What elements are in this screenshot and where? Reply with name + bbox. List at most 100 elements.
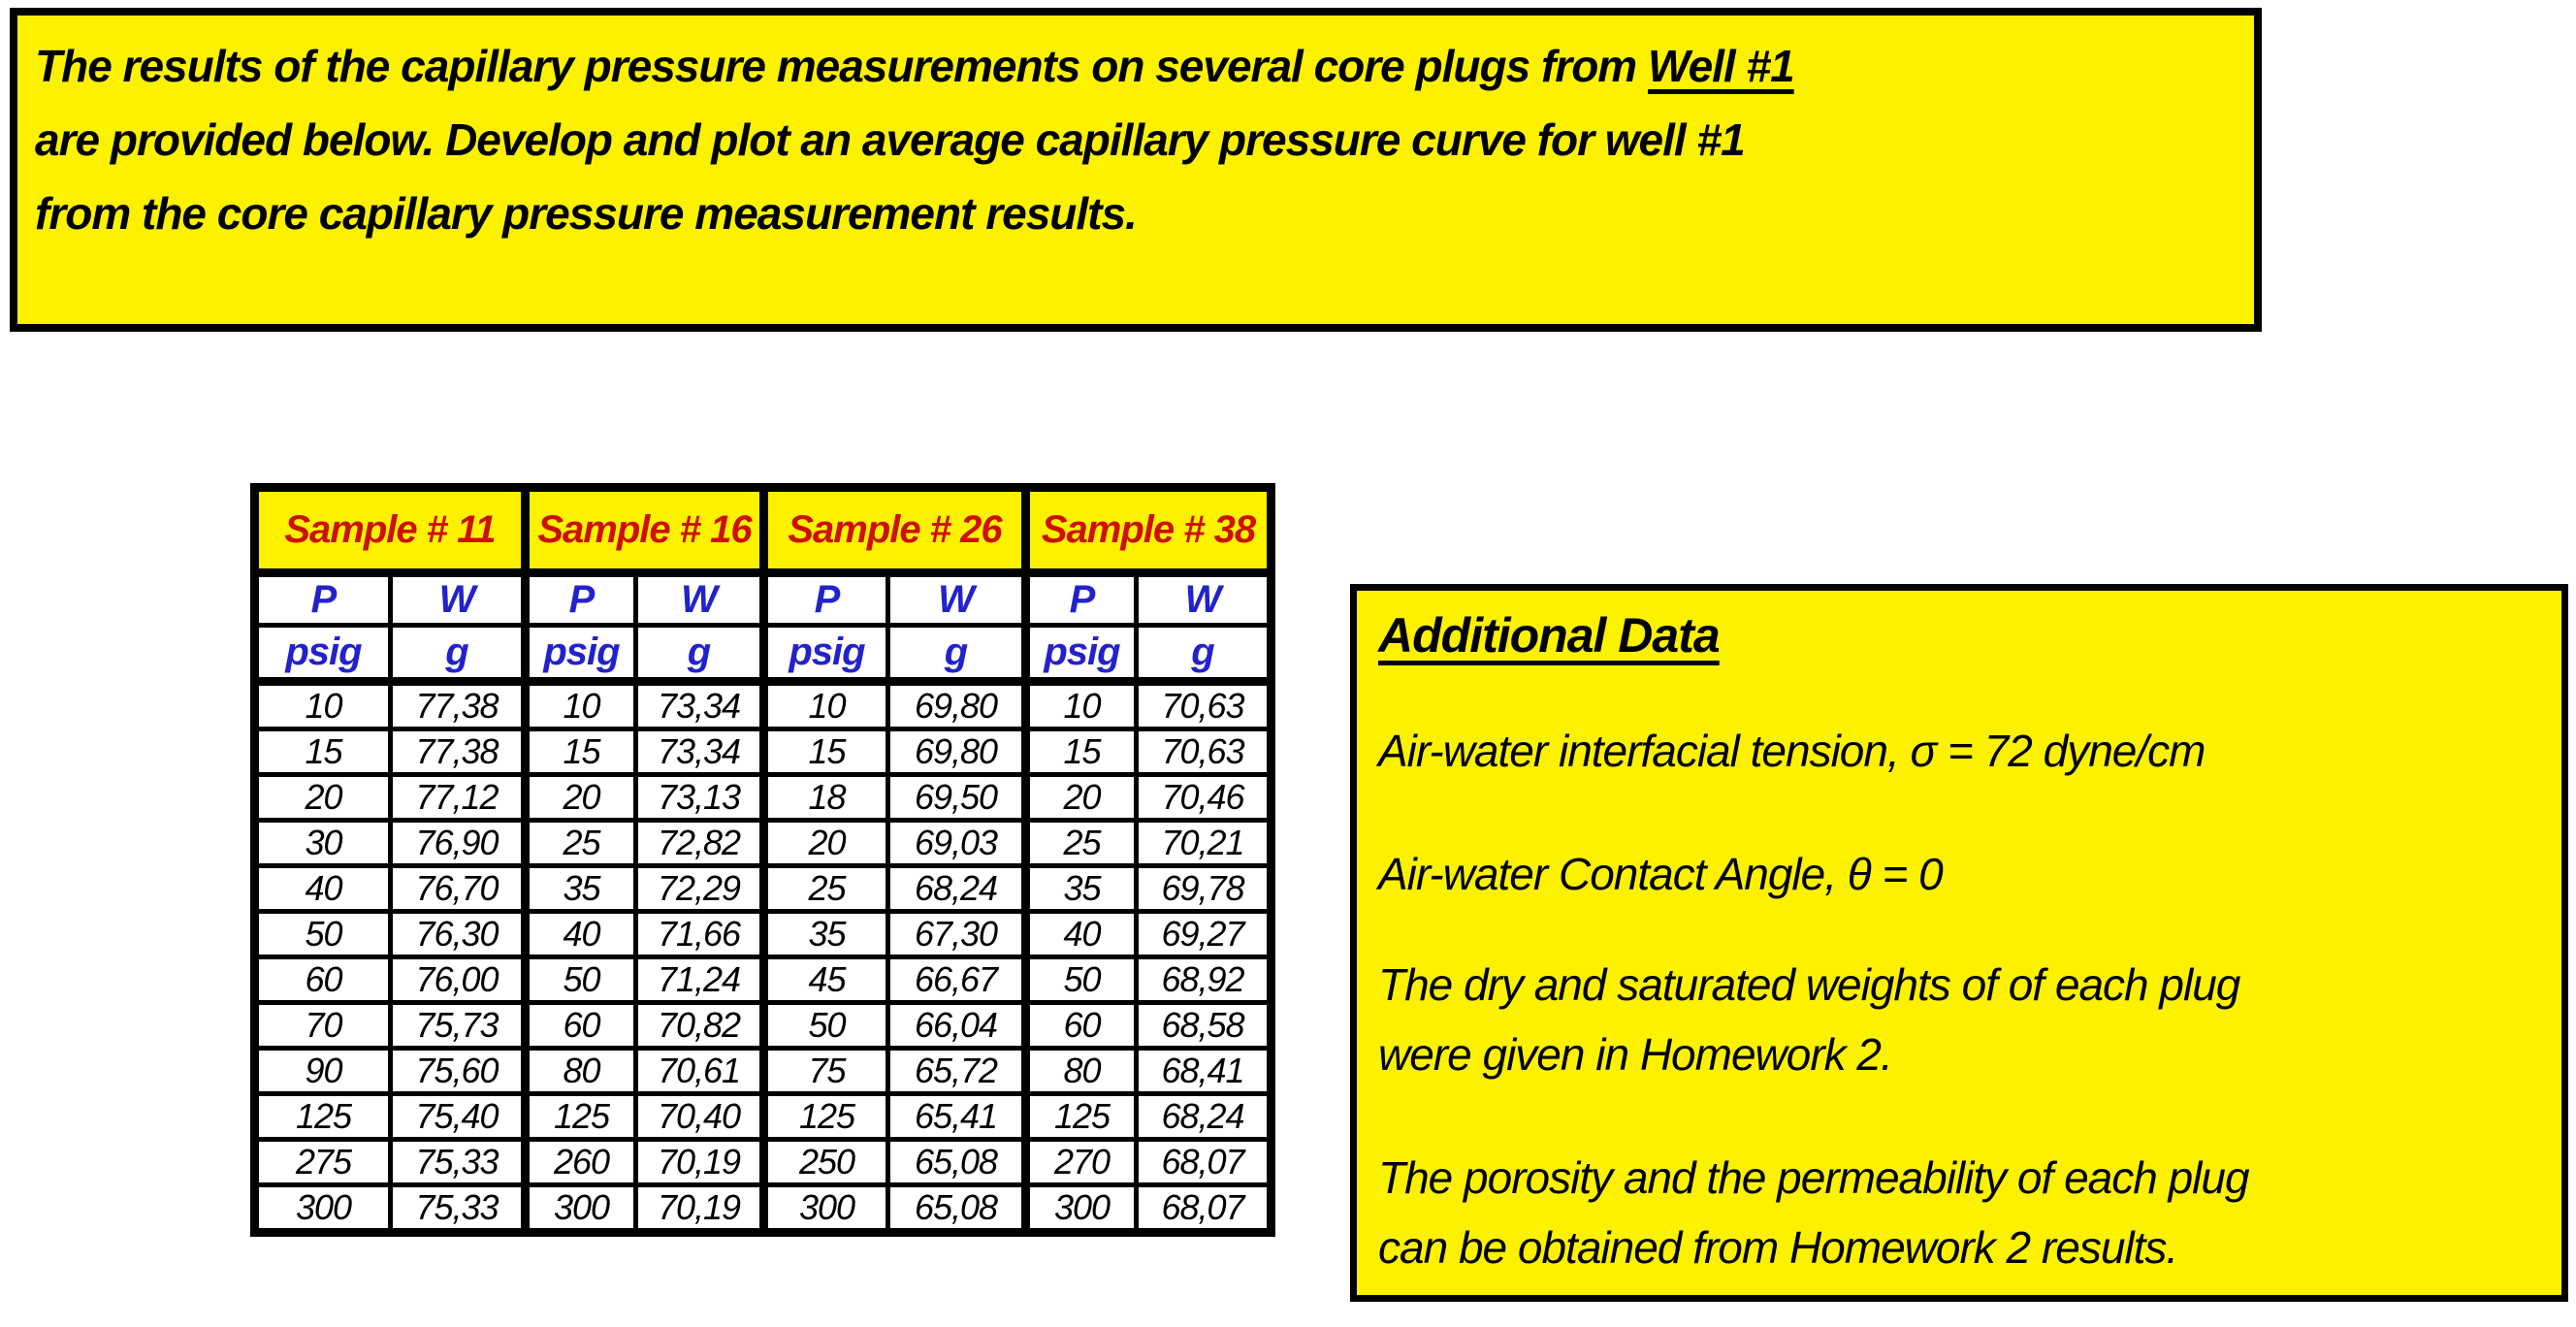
weight-cell: 66,04 xyxy=(886,1000,1028,1051)
weight-cell: 68,07 xyxy=(1134,1137,1273,1187)
weight-cell: 71,66 xyxy=(633,909,766,959)
weight-cell: 76,70 xyxy=(388,863,528,914)
weight-cell: 75,33 xyxy=(388,1182,528,1235)
table-body: 10 77,38 10 73,34 10 69,80 10 70,63 15 77,38 15 73,… xyxy=(252,679,1273,1235)
pressure-cell: 60 xyxy=(252,955,393,1005)
sample-38-header: Sample # 38 xyxy=(1021,485,1273,577)
additional-data-box: Additional Data Air-water interfacial te… xyxy=(1350,584,2568,1302)
weight-cell: 67,30 xyxy=(886,909,1028,959)
problem-statement-line-3: from the core capillary pressure measure… xyxy=(35,188,1138,239)
pressure-cell: 15 xyxy=(759,727,890,777)
table-row: 125 75,40 125 70,40 125 65,41 125 68,24 xyxy=(252,1091,1273,1142)
pressure-cell: 70 xyxy=(252,1000,393,1051)
unit-header-row: psig g psig g psig g psig g xyxy=(252,623,1273,686)
pw-header-row: P W P W P W P W xyxy=(252,570,1273,628)
weight-cell: 68,58 xyxy=(1134,1000,1273,1051)
pressure-cell: 20 xyxy=(521,772,638,823)
pressure-cell: 80 xyxy=(1021,1046,1139,1096)
sample-16-header: Sample # 16 xyxy=(521,485,766,577)
table-row: 50 76,30 40 71,66 35 67,30 40 69,27 xyxy=(252,909,1273,959)
pressure-cell: 35 xyxy=(1021,863,1139,914)
pressure-cell: 125 xyxy=(759,1091,890,1142)
pressure-cell: 300 xyxy=(759,1182,890,1235)
table-row: 300 75,33 300 70,19 300 65,08 300 68,07 xyxy=(252,1182,1273,1235)
weight-cell: 72,29 xyxy=(633,863,766,914)
pressure-cell: 30 xyxy=(252,818,393,868)
pressure-cell: 90 xyxy=(252,1046,393,1096)
pressure-cell: 300 xyxy=(252,1182,393,1235)
weight-cell: 70,40 xyxy=(633,1091,766,1142)
table-row: 60 76,00 50 71,24 45 66,67 50 68,92 xyxy=(252,955,1273,1005)
weight-cell: 65,08 xyxy=(886,1137,1028,1187)
table-row: 10 77,38 10 73,34 10 69,80 10 70,63 xyxy=(252,679,1273,731)
weights-note-line-2: were given in Homework 2. xyxy=(1378,1029,1893,1080)
pressure-cell: 35 xyxy=(759,909,890,959)
unit-header-psig: psig xyxy=(759,623,890,686)
weight-cell: 73,34 xyxy=(633,679,766,731)
table-row: 40 76,70 35 72,29 25 68,24 35 69,78 xyxy=(252,863,1273,914)
pressure-cell: 18 xyxy=(759,772,890,823)
pressure-cell: 40 xyxy=(521,909,638,959)
weight-cell: 70,46 xyxy=(1134,772,1273,823)
unit-header-psig: psig xyxy=(252,623,393,686)
pressure-cell: 40 xyxy=(1021,909,1139,959)
pressure-cell: 25 xyxy=(521,818,638,868)
capillary-pressure-table: Sample # 11 Sample # 16 Sample # 26 Samp… xyxy=(250,483,1275,1237)
weight-cell: 72,82 xyxy=(633,818,766,868)
weight-cell: 70,21 xyxy=(1134,818,1273,868)
weight-cell: 69,78 xyxy=(1134,863,1273,914)
pressure-cell: 50 xyxy=(759,1000,890,1051)
weight-cell: 73,13 xyxy=(633,772,766,823)
contact-angle-text: Air-water Contact Angle, θ = 0 xyxy=(1378,849,1944,899)
pressure-cell: 125 xyxy=(252,1091,393,1142)
pressure-cell: 300 xyxy=(521,1182,638,1235)
pressure-cell: 260 xyxy=(521,1137,638,1187)
unit-header-psig: psig xyxy=(1021,623,1139,686)
col-header-w: W xyxy=(388,570,528,628)
unit-header-psig: psig xyxy=(521,623,638,686)
weight-cell: 68,92 xyxy=(1134,955,1273,1005)
weight-cell: 70,61 xyxy=(633,1046,766,1096)
problem-statement-box: The results of the capillary pressure me… xyxy=(10,8,2262,332)
weight-cell: 76,30 xyxy=(388,909,528,959)
pressure-cell: 125 xyxy=(521,1091,638,1142)
sample-26-header: Sample # 26 xyxy=(759,485,1028,577)
col-header-p: P xyxy=(759,570,890,628)
pressure-cell: 25 xyxy=(1021,818,1139,868)
weight-cell: 73,34 xyxy=(633,727,766,777)
additional-data-title: Additional Data xyxy=(1378,608,1721,663)
pressure-cell: 40 xyxy=(252,863,393,914)
weight-cell: 69,27 xyxy=(1134,909,1273,959)
porosity-note-line-1: The porosity and the permeability of eac… xyxy=(1378,1152,2250,1203)
col-header-w: W xyxy=(886,570,1028,628)
pressure-cell: 20 xyxy=(759,818,890,868)
table-row: 275 75,33 260 70,19 250 65,08 270 68,07 xyxy=(252,1137,1273,1187)
problem-statement-line-2: are provided below. Develop and plot an … xyxy=(35,114,1746,165)
weight-cell: 76,90 xyxy=(388,818,528,868)
weight-cell: 69,03 xyxy=(886,818,1028,868)
weight-cell: 69,80 xyxy=(886,679,1028,731)
weight-cell: 70,63 xyxy=(1134,679,1273,731)
pressure-cell: 275 xyxy=(252,1137,393,1187)
weight-cell: 66,67 xyxy=(886,955,1028,1005)
table-row: 15 77,38 15 73,34 15 69,80 15 70,63 xyxy=(252,727,1273,777)
sample-11-header: Sample # 11 xyxy=(252,485,528,577)
weight-cell: 69,50 xyxy=(886,772,1028,823)
pressure-cell: 10 xyxy=(521,679,638,731)
problem-statement-line-1: The results of the capillary pressure me… xyxy=(35,29,2237,103)
weight-cell: 68,07 xyxy=(1134,1182,1273,1235)
pressure-cell: 35 xyxy=(521,863,638,914)
weight-cell: 65,08 xyxy=(886,1182,1028,1235)
col-header-w: W xyxy=(633,570,766,628)
pressure-cell: 15 xyxy=(252,727,393,777)
table-row: 20 77,12 20 73,13 18 69,50 20 70,46 xyxy=(252,772,1273,823)
weight-cell: 77,38 xyxy=(388,727,528,777)
col-header-w: W xyxy=(1134,570,1273,628)
col-header-p: P xyxy=(1021,570,1139,628)
table-row: 30 76,90 25 72,82 20 69,03 25 70,21 xyxy=(252,818,1273,868)
table-row: 70 75,73 60 70,82 50 66,04 60 68,58 xyxy=(252,1000,1273,1051)
weight-cell: 75,40 xyxy=(388,1091,528,1142)
pressure-cell: 75 xyxy=(759,1046,890,1096)
pressure-cell: 50 xyxy=(1021,955,1139,1005)
